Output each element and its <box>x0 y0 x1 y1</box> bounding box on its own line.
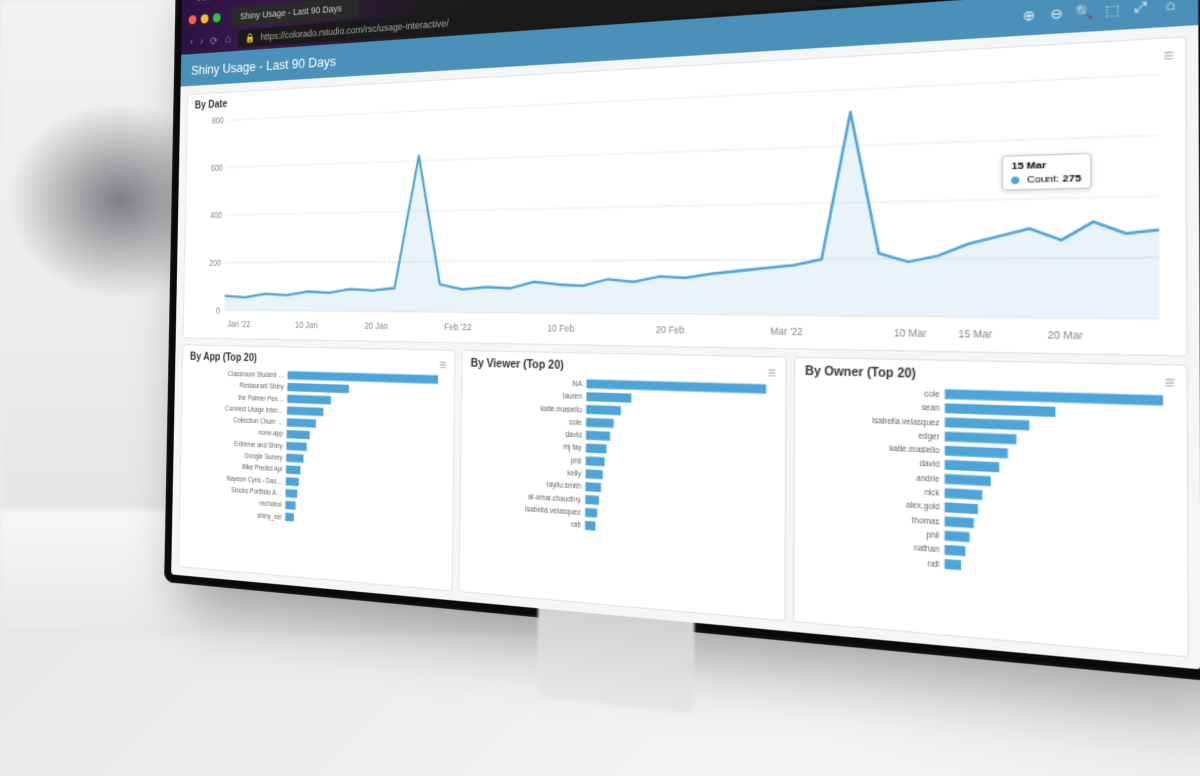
svg-text:rafi: rafi <box>928 560 940 570</box>
svg-text:isabella.velasquez: isabella.velasquez <box>525 506 581 518</box>
bar-chart[interactable]: Classroom Student … Restaurant Shiny the… <box>186 367 446 583</box>
svg-text:none-app: none-app <box>258 430 283 439</box>
svg-text:15 Mar: 15 Mar <box>958 329 992 341</box>
svg-text:Mar '22: Mar '22 <box>770 326 803 338</box>
svg-text:NA: NA <box>573 381 584 390</box>
svg-text:Feb '22: Feb '22 <box>444 322 471 333</box>
tooltip-dot-icon <box>1011 176 1019 184</box>
tooltip-label: Count: <box>1027 173 1060 185</box>
bar-chart[interactable]: NA lauren katie.masiello cole david mj f… <box>468 375 776 612</box>
svg-text:Jan '22: Jan '22 <box>227 320 250 330</box>
svg-text:sean: sean <box>921 405 940 415</box>
panel-menu-icon[interactable]: ≡ <box>439 358 446 373</box>
menubar-item[interactable]: Firefox <box>198 0 224 3</box>
by-date-panel: By Date ≡ 0200400600800Jan '2210 Jan20 J… <box>183 36 1188 357</box>
minimize-icon[interactable] <box>201 14 209 24</box>
svg-text:thomas: thomas <box>912 516 939 527</box>
svg-text:20 Jan: 20 Jan <box>364 321 388 331</box>
toolbar-icon[interactable]: ⊖ <box>1047 4 1066 23</box>
svg-text:isabella.velasquez: isabella.velasquez <box>872 417 939 428</box>
svg-text:katie.masiello: katie.masiello <box>540 405 582 415</box>
svg-text:andrie: andrie <box>916 475 940 485</box>
svg-text:shiny_sel: shiny_sel <box>257 512 281 521</box>
bar-chart[interactable]: cole sean isabella.velasquez edger katie… <box>804 384 1176 647</box>
svg-text:phil: phil <box>926 531 939 541</box>
panel-menu-icon[interactable]: ≡ <box>1163 46 1173 65</box>
svg-text:edger: edger <box>918 432 939 442</box>
toolbar-icon[interactable]: ⌂ <box>1160 0 1181 16</box>
svg-text:mj fay: mj fay <box>563 444 583 453</box>
svg-text:Restaurant Shiny: Restaurant Shiny <box>240 383 285 392</box>
svg-text:nick: nick <box>925 489 941 499</box>
reload-icon[interactable]: ⟳ <box>210 34 218 48</box>
lock-icon: 🔒 <box>245 32 255 44</box>
maximize-icon[interactable] <box>213 13 221 23</box>
svg-text:Bike Predict Api: Bike Predict Api <box>242 465 283 475</box>
svg-text:400: 400 <box>210 211 223 221</box>
svg-text:al-omar.chaudhry: al-omar.chaudhry <box>528 493 582 505</box>
bar-panel-2: By Owner (Top 20) ≡ cole sean isabella.v… <box>793 357 1189 658</box>
dashboard-content: By Date ≡ 0200400600800Jan '2210 Jan20 J… <box>171 25 1200 669</box>
svg-text:20 Mar: 20 Mar <box>1048 330 1084 343</box>
svg-text:david: david <box>565 432 582 441</box>
tooltip-value: 275 <box>1062 172 1081 184</box>
svg-text:alex.gold: alex.gold <box>906 502 940 513</box>
svg-text:Google Survey: Google Survey <box>244 453 283 463</box>
svg-text:phil: phil <box>571 457 582 466</box>
svg-text:200: 200 <box>209 258 222 268</box>
bar-panel-0: By App (Top 20) ≡ Classroom Student … Re… <box>178 345 455 592</box>
monitor-frame: FirefoxFileEditViewHistoryBookmarksTools… <box>164 0 1200 681</box>
chart-tooltip: 15 Mar Count: 275 <box>1002 153 1091 191</box>
svg-text:10 Mar: 10 Mar <box>894 328 927 340</box>
svg-text:20 Feb: 20 Feb <box>656 325 686 336</box>
svg-text:rafi: rafi <box>571 522 581 531</box>
svg-text:Classroom Student …: Classroom Student … <box>228 371 284 380</box>
bar-panel-1: By Viewer (Top 20) ≡ NA lauren katie.mas… <box>459 350 787 621</box>
svg-text:nathan: nathan <box>914 545 940 556</box>
svg-text:Collection Churn …: Collection Churn … <box>233 418 283 428</box>
tooltip-date: 15 Mar <box>1011 158 1081 171</box>
forward-icon[interactable]: › <box>200 35 203 47</box>
svg-text:Stocks Portfolio A…: Stocks Portfolio A… <box>231 487 282 498</box>
svg-text:10 Feb: 10 Feb <box>547 324 575 335</box>
svg-text:kelly: kelly <box>567 470 582 479</box>
panel-title: By App (Top 20) <box>190 352 446 370</box>
panel-menu-icon[interactable]: ≡ <box>767 365 776 382</box>
svg-text:rechdeol: rechdeol <box>259 501 281 510</box>
svg-text:katie.masiello: katie.masiello <box>889 445 940 456</box>
svg-text:800: 800 <box>212 116 225 126</box>
svg-text:the Palmer Pen…: the Palmer Pen… <box>238 395 284 404</box>
svg-text:lauren: lauren <box>563 393 583 402</box>
window-controls[interactable] <box>189 13 221 25</box>
screen: FirefoxFileEditViewHistoryBookmarksTools… <box>171 0 1200 670</box>
home-icon[interactable]: ⌂ <box>225 33 231 45</box>
svg-text:0: 0 <box>216 306 221 316</box>
svg-text:10 Jan: 10 Jan <box>295 320 318 330</box>
back-icon[interactable]: ‹ <box>190 36 193 48</box>
page-title: Shiny Usage - Last 90 Days <box>191 53 336 78</box>
toolbar-icon[interactable]: ⊕ <box>1019 6 1038 25</box>
toolbar-icon[interactable]: ⬚ <box>1103 0 1123 19</box>
svg-text:Nayeon Cyns - Das…: Nayeon Cyns - Das… <box>227 475 283 486</box>
svg-text:david: david <box>919 461 940 471</box>
svg-text:cole: cole <box>924 391 940 401</box>
svg-text:rayliu.smith: rayliu.smith <box>546 482 582 492</box>
chart-toolbar: ⊕ ⊖ 🔍 ⬚ ⤢ ⌂ <box>1019 0 1180 25</box>
toolbar-icon[interactable]: ⤢ <box>1131 0 1151 18</box>
toolbar-icon[interactable]: 🔍 <box>1074 2 1094 21</box>
svg-text:Connect Usage Inter…: Connect Usage Inter… <box>225 406 283 416</box>
svg-text:600: 600 <box>211 163 224 173</box>
svg-text:Extreme and Shiny: Extreme and Shiny <box>234 441 284 451</box>
line-chart[interactable]: 0 200 400 600 800 Jan '22 10 Jan 20 Jan Feb '22 1… <box>190 66 1174 349</box>
close-icon[interactable] <box>189 15 197 25</box>
svg-text:cole: cole <box>569 419 582 428</box>
panel-menu-icon[interactable]: ≡ <box>1164 374 1174 393</box>
